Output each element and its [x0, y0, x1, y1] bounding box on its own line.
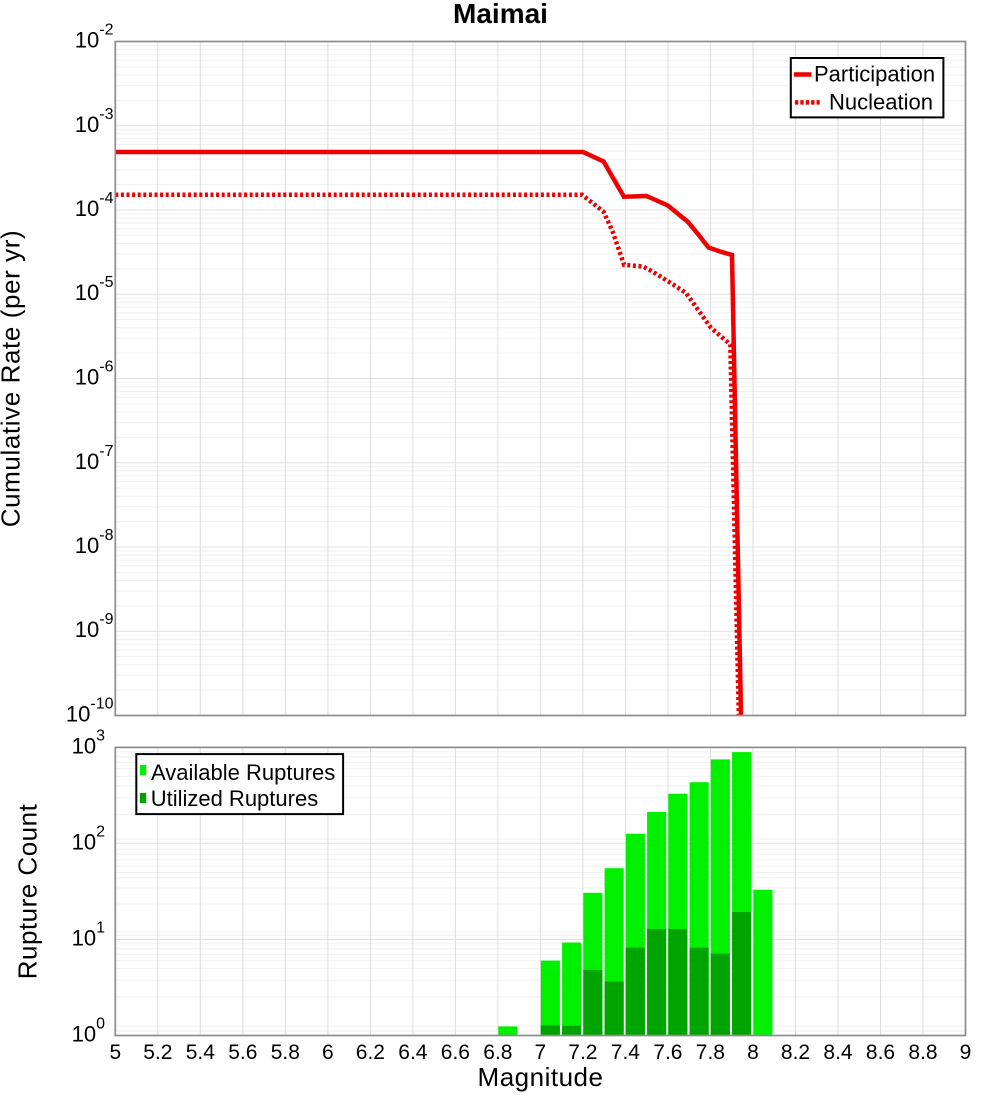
svg-text:Rupture Count: Rupture Count	[13, 803, 43, 979]
svg-text:6.8: 6.8	[483, 1041, 512, 1064]
svg-text:6.6: 6.6	[441, 1041, 470, 1064]
svg-text:8.4: 8.4	[823, 1041, 853, 1064]
svg-text:6: 6	[322, 1041, 334, 1064]
svg-text:Maimai: Maimai	[453, 0, 548, 29]
svg-text:6.4: 6.4	[398, 1041, 428, 1064]
svg-text:Utilized Ruptures: Utilized Ruptures	[151, 786, 319, 811]
svg-text:Cumulative Rate (per yr): Cumulative Rate (per yr)	[0, 230, 26, 528]
svg-text:8: 8	[747, 1041, 759, 1064]
svg-text:7: 7	[535, 1041, 547, 1064]
svg-text:7.2: 7.2	[568, 1041, 597, 1064]
svg-text:7.4: 7.4	[611, 1041, 641, 1064]
svg-text:8.8: 8.8	[908, 1041, 937, 1064]
svg-text:10-2: 10-2	[75, 22, 114, 53]
svg-text:Participation: Participation	[814, 61, 935, 86]
svg-text:8.2: 8.2	[781, 1041, 810, 1064]
svg-text:Nucleation: Nucleation	[829, 89, 933, 114]
svg-text:10-9: 10-9	[75, 611, 114, 642]
svg-text:Magnitude: Magnitude	[478, 1062, 604, 1092]
svg-text:5.6: 5.6	[228, 1041, 257, 1064]
svg-text:10-6: 10-6	[75, 359, 114, 390]
svg-text:5.2: 5.2	[143, 1041, 172, 1064]
svg-text:Available Ruptures: Available Ruptures	[151, 760, 335, 785]
svg-text:7.6: 7.6	[653, 1041, 682, 1064]
svg-text:8.6: 8.6	[866, 1041, 895, 1064]
svg-text:7.8: 7.8	[696, 1041, 725, 1064]
svg-text:5.8: 5.8	[271, 1041, 300, 1064]
svg-text:5: 5	[109, 1041, 121, 1064]
svg-text:9: 9	[960, 1041, 972, 1064]
svg-text:5.4: 5.4	[186, 1041, 216, 1064]
svg-text:6.2: 6.2	[356, 1041, 385, 1064]
svg-text:10-8: 10-8	[75, 527, 114, 558]
